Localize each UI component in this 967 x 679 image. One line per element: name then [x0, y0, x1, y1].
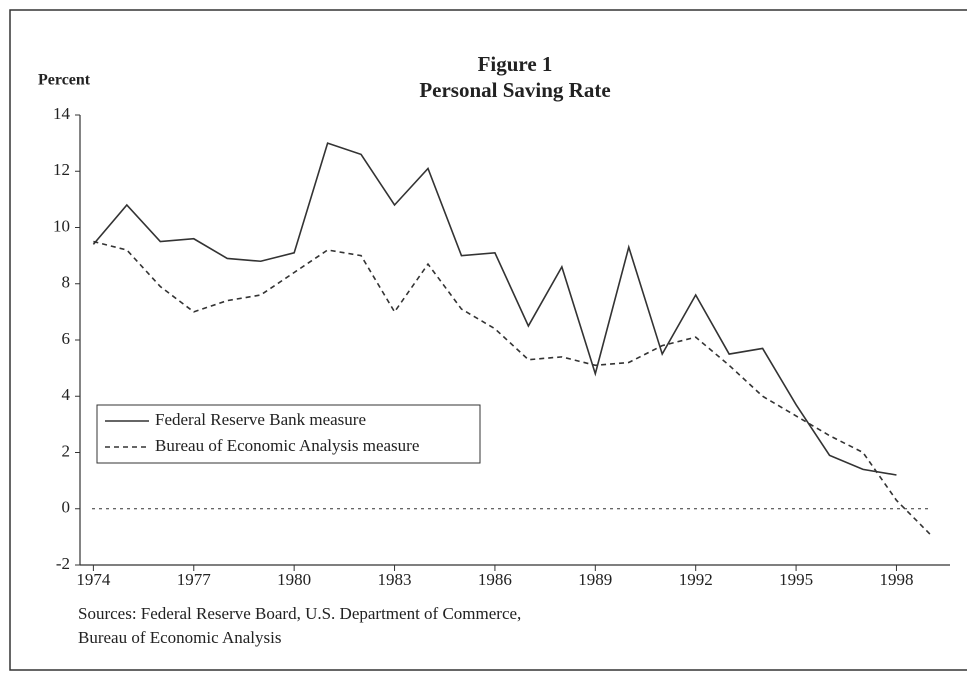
x-tick-label: 1983 [378, 570, 412, 589]
y-tick-label: 10 [53, 216, 70, 235]
x-tick-label: 1977 [177, 570, 212, 589]
y-tick-label: -2 [56, 554, 70, 573]
y-axis-label: Percent [38, 72, 91, 89]
legend-label: Federal Reserve Bank measure [155, 410, 366, 429]
chart-subtitle: Personal Saving Rate [419, 78, 610, 102]
y-tick-label: 12 [53, 160, 70, 179]
x-tick-label: 1998 [879, 570, 913, 589]
legend-label: Bureau of Economic Analysis measure [155, 436, 419, 455]
x-tick-label: 1980 [277, 570, 311, 589]
y-tick-label: 0 [62, 498, 71, 517]
y-tick-label: 8 [62, 273, 71, 292]
y-tick-label: 14 [53, 104, 71, 123]
source-line: Bureau of Economic Analysis [78, 628, 282, 647]
frame [9, 9, 967, 671]
x-tick-label: 1989 [578, 570, 612, 589]
x-tick-label: 1974 [76, 570, 111, 589]
source-line: Sources: Federal Reserve Board, U.S. Dep… [78, 604, 521, 623]
y-tick-label: 4 [62, 385, 71, 404]
legend-box [96, 404, 481, 464]
chart-title: Figure 1 [478, 52, 553, 76]
x-tick-label: 1986 [478, 570, 512, 589]
x-tick-label: 1992 [679, 570, 713, 589]
line-series [93, 240, 931, 535]
y-tick-label: 2 [62, 441, 71, 460]
y-tick-label: 6 [62, 329, 71, 348]
line-series [92, 142, 897, 476]
x-tick-label: 1995 [779, 570, 813, 589]
